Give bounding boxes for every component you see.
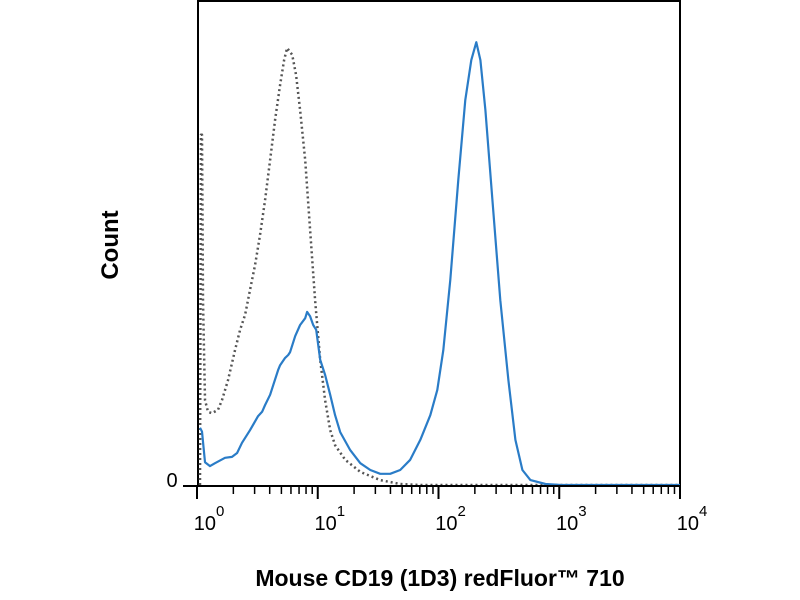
x-tick-exponent: 2 (457, 503, 465, 520)
x-tick-label: 104 (677, 503, 708, 535)
x-tick-base: 10 (677, 513, 699, 535)
x-tick-base: 10 (556, 513, 578, 535)
x-tick-label: 100 (194, 503, 225, 535)
y-tick-label: 0 (166, 470, 177, 492)
x-tick-label: 102 (435, 503, 466, 535)
x-axis-label: Mouse CD19 (1D3) redFluor™ 710 (255, 565, 624, 591)
x-tick-exponent: 0 (216, 503, 224, 520)
x-tick-exponent: 1 (337, 503, 345, 520)
x-tick-base: 10 (194, 513, 216, 535)
x-tick-exponent: 4 (699, 503, 707, 520)
x-tick-exponent: 3 (578, 503, 586, 520)
plot-frame (197, 0, 681, 485)
x-tick-base: 10 (314, 513, 336, 535)
series-line-cd19 (199, 41, 680, 487)
x-tick-label: 103 (556, 503, 587, 535)
series-line-control (198, 46, 680, 487)
series-group (198, 41, 680, 487)
plot-border (197, 0, 681, 485)
y-axis-label: Count (97, 210, 124, 279)
x-tick-label: 101 (314, 503, 345, 535)
x-tick-base: 10 (435, 513, 457, 535)
